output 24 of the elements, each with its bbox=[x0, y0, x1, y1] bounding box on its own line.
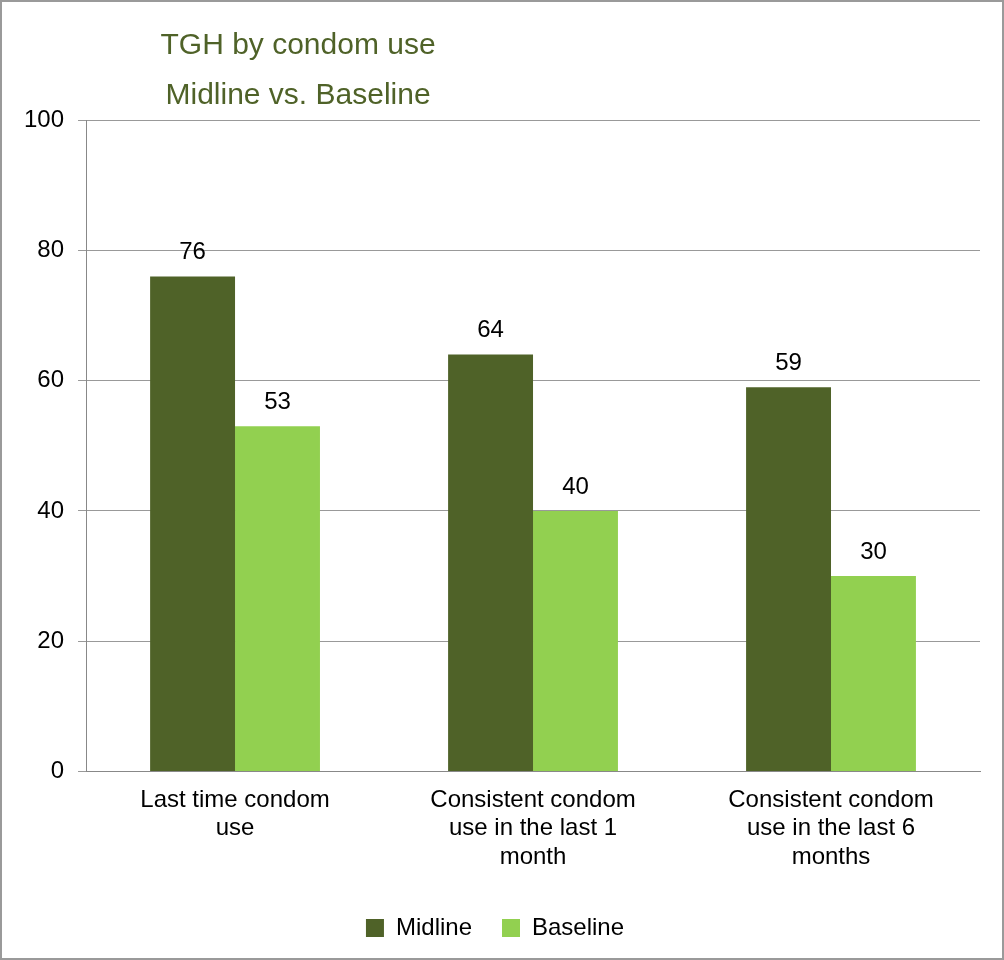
bar bbox=[150, 276, 236, 772]
legend-label: Midline bbox=[395, 912, 472, 940]
data-label: 30 bbox=[860, 536, 887, 564]
chart-title: TGH by condom use Midline vs. Baseline bbox=[160, 27, 436, 111]
data-label: 64 bbox=[477, 315, 504, 343]
x-tick-label: Last time condom use bbox=[140, 784, 330, 841]
bar bbox=[746, 387, 832, 772]
x-tick-label: Consistent condom use in the last 6 months bbox=[728, 784, 934, 870]
y-tick-label: 40 bbox=[37, 495, 65, 523]
y-tick-label: 100 bbox=[24, 104, 65, 132]
y-tick-label: 0 bbox=[50, 756, 65, 784]
x-tick-label: Consistent condom use in the last 1 month bbox=[430, 784, 636, 870]
bar bbox=[448, 354, 534, 772]
bar bbox=[533, 510, 618, 772]
y-tick-label: 20 bbox=[37, 625, 65, 653]
y-tick-label: 60 bbox=[37, 365, 65, 393]
legend-label: Baseline bbox=[531, 912, 625, 940]
bar bbox=[235, 426, 320, 772]
y-tick-label: 80 bbox=[37, 234, 65, 262]
data-label: 53 bbox=[264, 386, 291, 414]
data-label: 40 bbox=[562, 471, 589, 499]
data-label: 59 bbox=[775, 347, 802, 375]
bar bbox=[831, 576, 916, 772]
data-label: 76 bbox=[179, 237, 206, 265]
